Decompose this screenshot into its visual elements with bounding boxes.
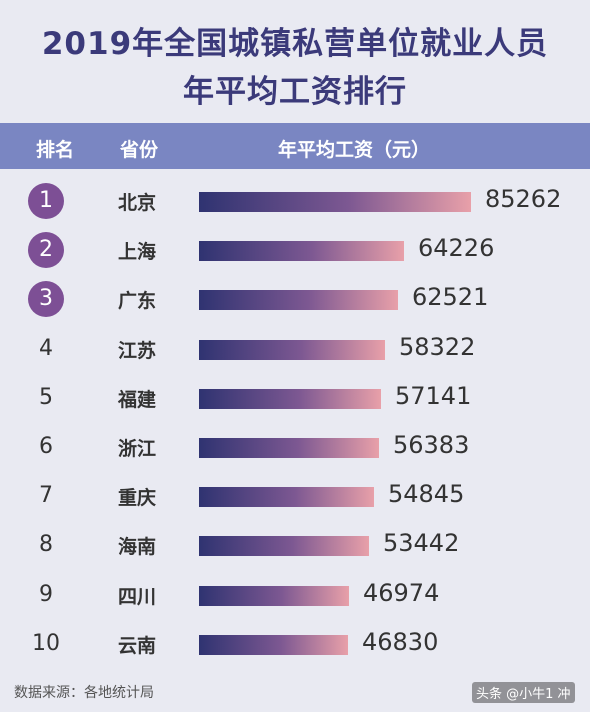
province-label: 四川: [118, 585, 157, 608]
rank-label: 3: [28, 281, 64, 318]
wage-bar: [199, 192, 471, 212]
chart-title-line2: 年平均工资排行: [183, 74, 407, 110]
chart-row: 2 上海 64226: [0, 226, 590, 274]
data-source: 数据来源：各地统计局: [14, 685, 154, 701]
province-label: 云南: [118, 634, 157, 657]
wage-bar: [199, 634, 348, 655]
wage-value-label: 57141: [395, 381, 472, 410]
province-label: 北京: [118, 192, 157, 214]
rank-label: 8: [39, 532, 53, 558]
province-label: 江苏: [118, 339, 157, 362]
province-label: 上海: [118, 241, 157, 264]
wage-bar: [199, 241, 404, 262]
rank-label: 10: [32, 630, 60, 656]
wage-value-label: 62521: [412, 283, 489, 312]
rank-label: 9: [39, 581, 53, 607]
rank-label: 2: [28, 232, 64, 269]
rank-label: 7: [39, 483, 53, 509]
wage-value-label: 46830: [362, 627, 439, 656]
wage-bar: [199, 290, 398, 311]
chart-row: 5 福建 57141: [0, 374, 590, 422]
chart-row: 4 江苏 58322: [0, 325, 590, 373]
wage-bar: [199, 388, 381, 409]
rank-header: 排名: [36, 139, 75, 161]
wage-header: 年平均工资（元）: [278, 139, 431, 161]
chart-row: 9 四川 46974: [0, 571, 590, 619]
chart-row: 8 海南 53442: [0, 521, 590, 569]
chart-row: 3 广东 62521: [0, 275, 590, 323]
province-label: 福建: [118, 388, 157, 411]
province-label: 浙江: [118, 438, 157, 460]
chart-row: 7 重庆 54845: [0, 472, 590, 520]
watermark: 头条 @小牛1 冲: [472, 682, 575, 703]
wage-bar: [199, 438, 379, 458]
chart-row: 1 北京 85262: [0, 177, 590, 225]
wage-value-label: 58322: [399, 332, 476, 361]
chart-title-line1: 2019年全国城镇私营单位就业人员: [41, 26, 549, 62]
province-header: 省份: [120, 139, 159, 161]
wage-value-label: 56383: [393, 431, 470, 459]
province-label: 广东: [118, 290, 157, 313]
wage-bar: [199, 487, 374, 508]
wage-value-label: 53442: [383, 529, 460, 558]
province-label: 重庆: [118, 487, 157, 510]
wage-value-label: 64226: [418, 234, 495, 263]
rank-label: 4: [39, 335, 53, 361]
wage-value-label: 85262: [485, 185, 562, 213]
wage-bar: [199, 339, 385, 360]
province-label: 海南: [118, 536, 157, 559]
rank-label: 6: [39, 434, 53, 459]
wage-bar: [199, 585, 349, 606]
rank-label: 5: [39, 384, 53, 410]
wage-value-label: 54845: [388, 480, 465, 509]
wage-bar: [199, 536, 369, 557]
table-header: 排名 省份 年平均工资（元）: [0, 123, 590, 169]
chart-row: 10 云南 46830: [0, 620, 590, 668]
wage-value-label: 46974: [363, 578, 440, 607]
rank-label: 1: [28, 183, 64, 219]
chart-row: 6 浙江 56383: [0, 423, 590, 471]
